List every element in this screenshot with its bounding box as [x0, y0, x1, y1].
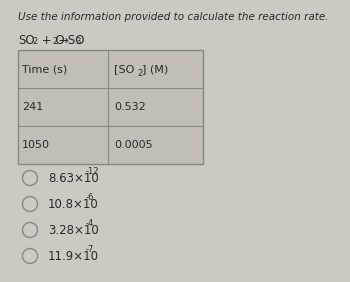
- Text: 2: 2: [32, 38, 37, 47]
- Text: 2: 2: [137, 69, 142, 78]
- Text: 2: 2: [52, 38, 57, 47]
- Text: [SO: [SO: [114, 64, 134, 74]
- Bar: [18, 50, 203, 164]
- Text: 241: 241: [22, 102, 43, 112]
- Text: 0.0005: 0.0005: [114, 140, 153, 150]
- Text: 0.532: 0.532: [114, 102, 146, 112]
- Text: SO: SO: [18, 34, 35, 47]
- Text: 11.9×10: 11.9×10: [48, 250, 99, 263]
- Text: 8.63×10: 8.63×10: [48, 171, 99, 184]
- Text: -12: -12: [85, 166, 99, 175]
- Text: -6: -6: [85, 193, 93, 202]
- Text: 3: 3: [75, 38, 80, 47]
- Text: 3.28×10: 3.28×10: [48, 224, 99, 237]
- Text: 10.8×10: 10.8×10: [48, 197, 99, 210]
- Text: 1050: 1050: [22, 140, 50, 150]
- Text: -4: -4: [85, 219, 93, 228]
- Text: →SO: →SO: [58, 34, 84, 47]
- Text: ] (M): ] (M): [142, 64, 168, 74]
- Text: + O: + O: [38, 34, 65, 47]
- Text: Use the information provided to calculate the reaction rate.: Use the information provided to calculat…: [18, 12, 329, 22]
- Text: -7: -7: [85, 244, 93, 254]
- Bar: [18, 50, 203, 164]
- Text: Time (s): Time (s): [22, 64, 67, 74]
